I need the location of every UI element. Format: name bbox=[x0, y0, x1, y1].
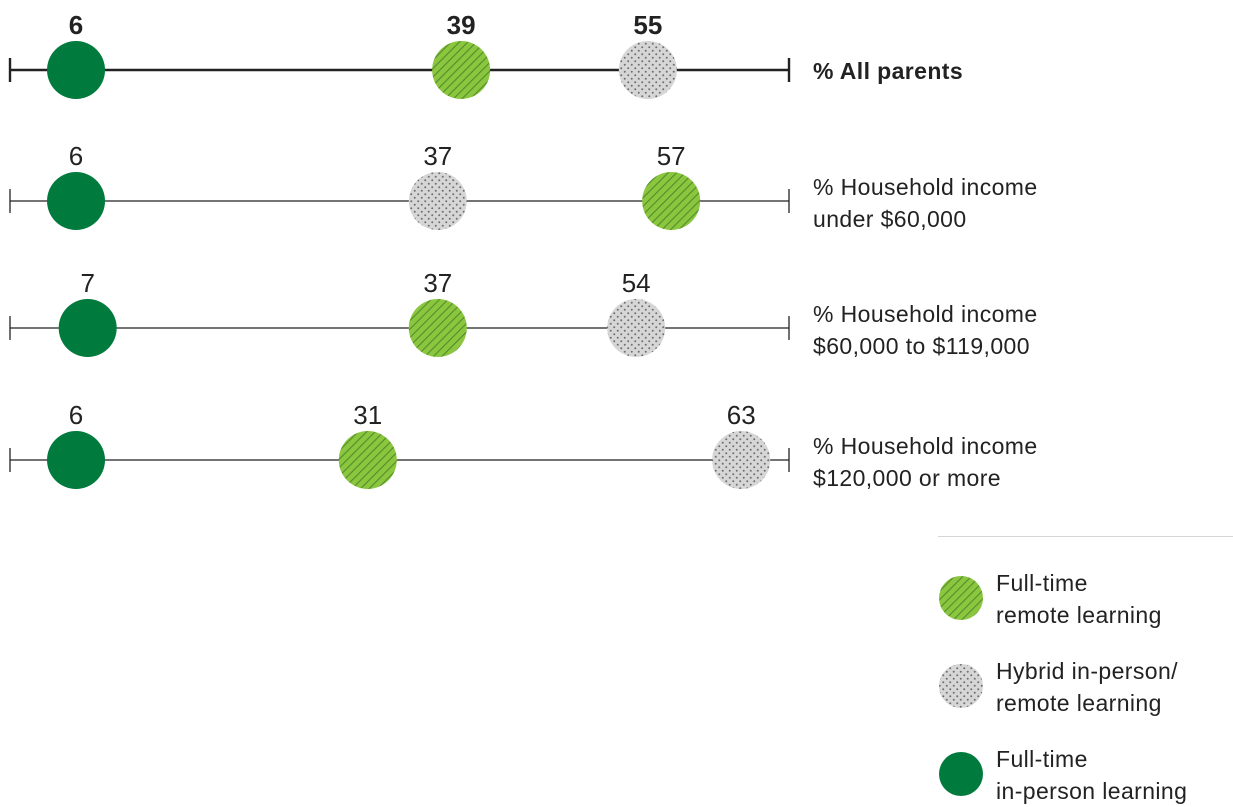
data-value-label: 63 bbox=[727, 400, 756, 430]
dot-remote bbox=[338, 431, 397, 489]
legend-label-line: remote learning bbox=[996, 690, 1162, 716]
legend-item-remote: Full-time remote learning bbox=[938, 567, 1233, 631]
row-label-line: $120,000 or more bbox=[813, 465, 1001, 491]
legend-label-hybrid: Hybrid in-person/ remote learning bbox=[996, 655, 1233, 719]
data-value-label: 7 bbox=[80, 268, 94, 298]
legend: Full-time remote learning Hybrid in-pers… bbox=[938, 536, 1233, 804]
row-label-line: under $60,000 bbox=[813, 206, 967, 232]
row-label-line: % Household income bbox=[813, 174, 1038, 200]
legend-item-hybrid: Hybrid in-person/ remote learning bbox=[938, 655, 1233, 719]
chart-row: 6 31 63 % Household income $120,000 or more bbox=[9, 400, 1038, 491]
dot-in-person bbox=[47, 431, 106, 489]
row-label-line: % Household income bbox=[813, 301, 1038, 327]
dot-hybrid bbox=[618, 41, 677, 99]
dot-hybrid bbox=[408, 172, 467, 230]
legend-label-line: Full-time bbox=[996, 570, 1088, 596]
data-value-label: 31 bbox=[353, 400, 382, 430]
data-value-label: 54 bbox=[622, 268, 651, 298]
hybrid-learning-swatch-icon bbox=[939, 664, 983, 708]
data-value-label: 37 bbox=[423, 268, 452, 298]
dot-hybrid bbox=[607, 299, 666, 357]
dot-in-person bbox=[47, 172, 106, 230]
legend-label-remote: Full-time remote learning bbox=[996, 567, 1233, 631]
data-value-label: 6 bbox=[69, 400, 83, 430]
chart-row: 7 37 54 % Household income $60,000 to $119,0… bbox=[9, 268, 1038, 359]
legend-item-in-person: Full-time in-person learning bbox=[938, 743, 1233, 807]
legend-label-line: Full-time bbox=[996, 746, 1088, 772]
row-label-line: $60,000 to $119,000 bbox=[813, 333, 1030, 359]
chart-row: 6 39 55 % All parents bbox=[8, 10, 963, 99]
chart-row: 6 37 57 % Household income under $60,000 bbox=[9, 141, 1038, 232]
dot-in-person bbox=[47, 41, 106, 99]
dot-hybrid bbox=[712, 431, 771, 489]
data-value-label: 39 bbox=[447, 10, 476, 40]
remote-learning-swatch-icon bbox=[939, 576, 983, 620]
dot-remote bbox=[642, 172, 701, 230]
data-value-label: 37 bbox=[423, 141, 452, 171]
data-value-label: 57 bbox=[657, 141, 686, 171]
legend-label-in-person: Full-time in-person learning bbox=[996, 743, 1233, 807]
dot-remote bbox=[408, 299, 467, 357]
data-value-label: 55 bbox=[633, 10, 662, 40]
data-value-label: 6 bbox=[69, 10, 83, 40]
legend-label-line: in-person learning bbox=[996, 778, 1188, 804]
row-label-line: % All parents bbox=[813, 58, 963, 84]
dot-in-person bbox=[58, 299, 117, 357]
dot-remote bbox=[432, 41, 491, 99]
row-label-line: % Household income bbox=[813, 433, 1038, 459]
data-value-label: 6 bbox=[69, 141, 83, 171]
legend-label-line: remote learning bbox=[996, 602, 1162, 628]
legend-label-line: Hybrid in-person/ bbox=[996, 658, 1178, 684]
in-person-learning-swatch-icon bbox=[939, 752, 983, 796]
